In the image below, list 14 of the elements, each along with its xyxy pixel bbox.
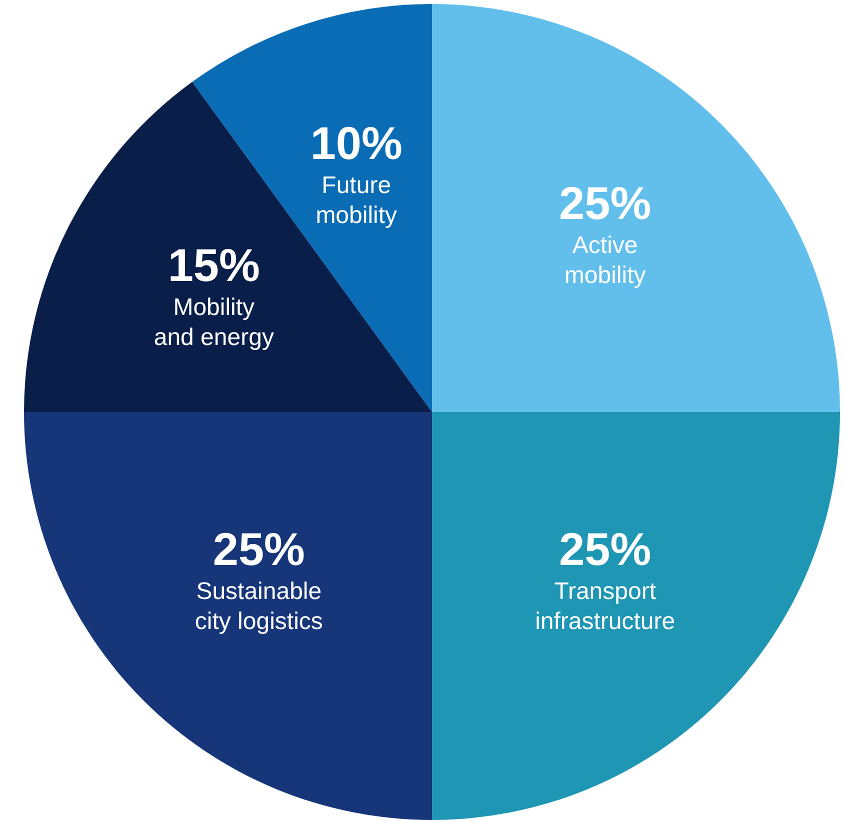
pie-slice (24, 412, 432, 820)
data-label: 25% (212, 523, 305, 576)
data-label: 25% (559, 176, 652, 229)
pie-slice (432, 412, 840, 820)
slice-label: Future mobility (316, 172, 398, 230)
data-label: 15% (168, 238, 260, 291)
data-label: 10% (310, 117, 402, 170)
data-label: 25% (559, 523, 652, 576)
slice-label: Sustainable city logistics (194, 578, 323, 636)
pie-slice (432, 4, 840, 412)
slice-label: Transport infrastructure (535, 578, 676, 636)
pie-slice (24, 82, 432, 412)
slice-label: Active mobility (564, 232, 646, 289)
slice-label: Mobility and energy (154, 294, 274, 351)
